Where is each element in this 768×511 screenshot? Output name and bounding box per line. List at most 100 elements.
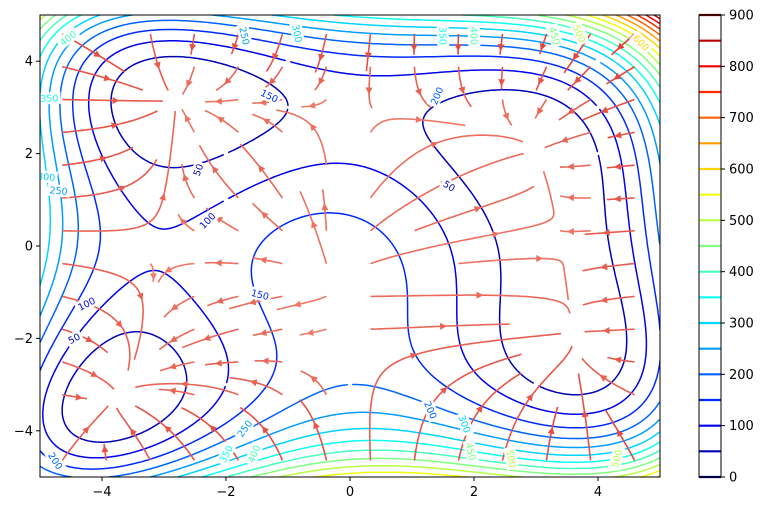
axes-background	[40, 15, 660, 477]
streamline-26	[181, 108, 196, 133]
contour-label-bg	[73, 293, 100, 315]
contour-label-bg	[64, 329, 85, 348]
contour-label-text: 50	[67, 332, 83, 347]
streamline-arrow-3	[90, 370, 99, 377]
streamline-101	[582, 262, 635, 272]
contour-level-650	[615, 15, 660, 43]
streamline-23	[157, 262, 195, 283]
streamline-arrow-83	[497, 43, 505, 52]
contour-label-13: 300	[289, 21, 306, 46]
streamline-56	[276, 295, 327, 311]
contour-label-text: 350	[40, 93, 59, 105]
streamline-8	[62, 158, 158, 199]
contour-label-bg	[233, 415, 257, 442]
streamline-arrow-74	[415, 88, 422, 96]
streamline-arrow-34	[214, 259, 222, 267]
streamline-88	[577, 373, 592, 461]
streamline-19	[158, 388, 195, 396]
streamline-58	[321, 189, 328, 231]
streamline-arrow-5	[115, 320, 123, 328]
contour-label-6: 150	[247, 285, 273, 304]
streamline-9	[62, 146, 134, 166]
streamline-106	[582, 98, 635, 121]
streamline-arrow-73	[473, 206, 482, 213]
streamline-arrow-55	[306, 328, 314, 336]
streamline-97	[581, 357, 635, 396]
streamline-arrow-29	[209, 425, 217, 433]
y-tick-label: −4	[14, 424, 33, 439]
streamline-arrow-64	[439, 322, 448, 330]
contour-label-text: 300	[289, 24, 303, 44]
streamline-30	[135, 382, 239, 396]
contour-label-bg	[569, 20, 590, 47]
streamline-arrow-68	[430, 141, 439, 149]
contour-level-700	[626, 15, 660, 36]
streamline-arrow-108	[616, 42, 625, 50]
streamline-92	[544, 131, 591, 149]
streamline-1	[61, 405, 109, 461]
streamline-arrow-99	[602, 326, 610, 334]
contour-label-25: 500	[607, 446, 626, 471]
streamline-51	[260, 66, 284, 92]
streamline-63	[368, 332, 562, 461]
streamline-arrow-11	[112, 96, 120, 104]
streamline-arrow-44	[259, 329, 268, 336]
contour-label-bg	[467, 24, 481, 48]
streamline-11	[62, 98, 163, 102]
streamline-arrow-14	[101, 445, 109, 453]
y-axis: −4 −2 0 2 4	[14, 55, 40, 439]
streamline-arrow-98	[613, 356, 622, 364]
streamline-arrow-46	[259, 256, 267, 264]
contour-level-750	[636, 15, 660, 30]
streamline-90	[560, 195, 591, 199]
colorbar-tick-label: 300	[729, 317, 754, 332]
streamline-arrow-21	[169, 335, 178, 343]
streamline-arrow-54	[310, 375, 318, 383]
contour-label-bg	[545, 23, 564, 49]
streamline-arrow-72	[439, 386, 448, 395]
streamline-arrow-53	[313, 421, 320, 430]
streamline-12	[62, 65, 144, 91]
contour-label-23: 450	[545, 23, 564, 49]
streamline-arrow-105	[614, 131, 622, 139]
streamline-36	[198, 144, 239, 199]
streamline-arrow-26	[184, 114, 192, 123]
streamline-arrow-43	[261, 357, 269, 365]
contour-label-bg	[629, 30, 654, 55]
contour-lines	[40, 15, 660, 477]
colorbar-tick-label: 900	[729, 9, 754, 24]
contour-label-bg	[439, 176, 460, 196]
contour-level-50	[61, 55, 628, 443]
streamline-arrow-23	[164, 266, 173, 273]
contour-label-text: 50	[192, 163, 207, 178]
streamline-70	[368, 66, 373, 109]
streamline-64	[370, 323, 510, 330]
streamline-arrow-41	[261, 426, 270, 434]
x-tick-label: 2	[470, 485, 478, 500]
streamline-arrow-90	[566, 194, 575, 202]
streamline-44	[252, 328, 283, 337]
contour-label-bg	[455, 411, 475, 437]
streamline-arrow-76	[475, 405, 483, 413]
streamline-41	[239, 406, 284, 461]
colorbar-tick-label: 800	[729, 60, 754, 75]
streamline-61	[314, 66, 328, 91]
streamline-72	[413, 353, 522, 461]
streamline-47	[251, 202, 283, 232]
y-tick-label: −2	[14, 332, 33, 347]
streamline-arrow-28	[189, 43, 197, 52]
streamline-arrow-36	[211, 165, 219, 174]
contour-label-text: 250	[236, 26, 251, 46]
streamline-arrow-93	[567, 107, 576, 115]
contour-label-bg	[607, 446, 626, 471]
streamline-arrow-45	[248, 298, 257, 306]
contour-label-text: 400	[467, 27, 479, 46]
streamline-87	[538, 33, 548, 55]
streamline-arrow-6	[136, 292, 144, 301]
streamline-54	[300, 370, 328, 396]
plot-area: 5050501001001501502002002002502502503003…	[14, 14, 661, 500]
streamline-84	[545, 406, 559, 461]
streamline-arrow-85	[536, 107, 544, 115]
streamline-arrow-4	[85, 335, 94, 343]
streamline-arrow-51	[268, 77, 277, 85]
